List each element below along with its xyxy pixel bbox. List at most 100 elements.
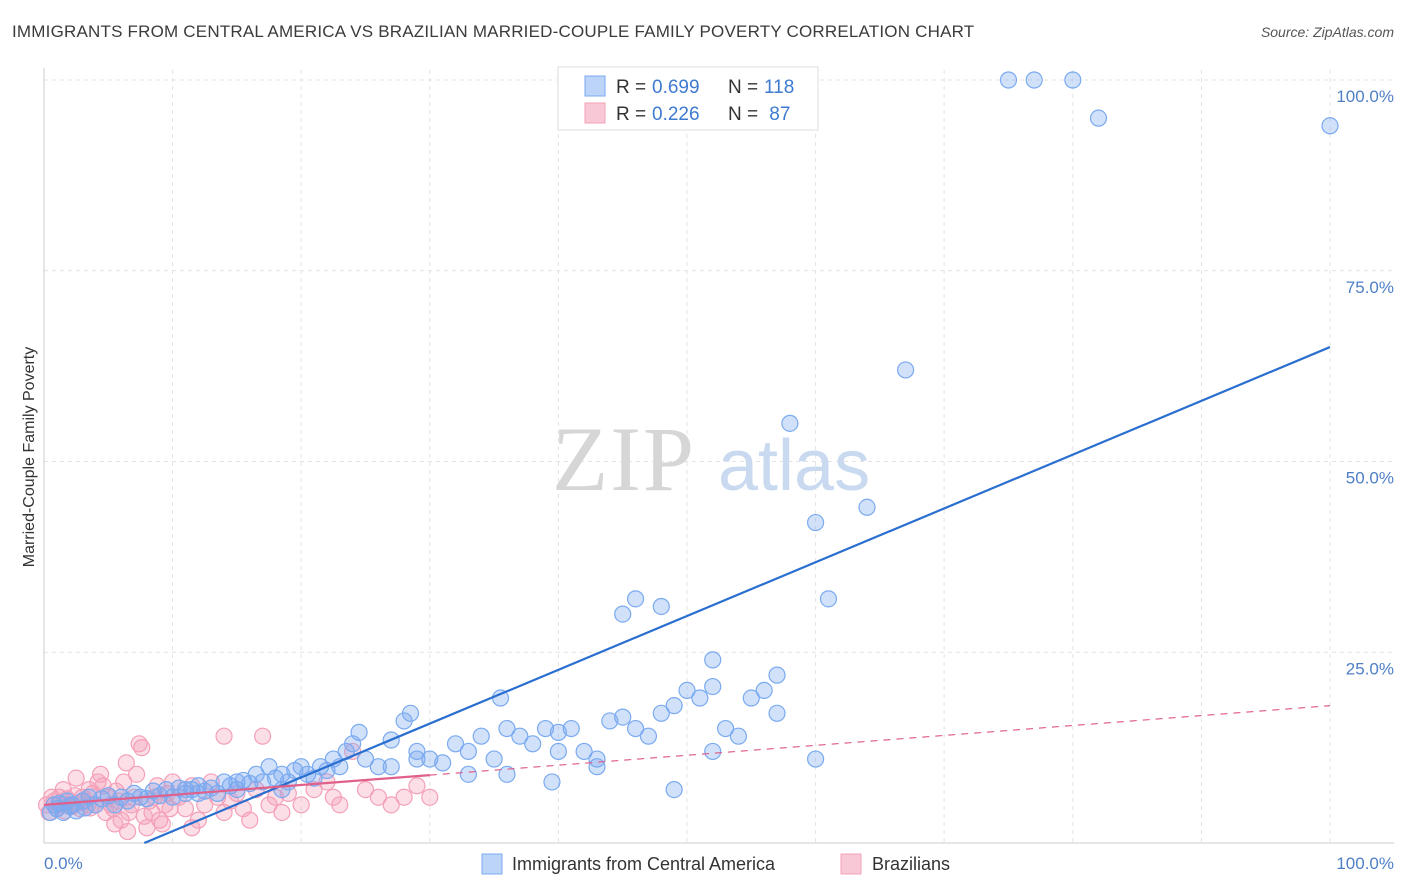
point-central-america-114	[228, 773, 246, 791]
point-central-america-82	[716, 719, 735, 738]
point-central-america-100	[897, 361, 915, 379]
point-central-america-104	[1089, 109, 1108, 127]
legend-top: R = 0.699 N = 118 R = 0.226 N = 87	[557, 66, 819, 131]
point-central-america-107	[588, 758, 606, 776]
point-central-america-75	[626, 719, 645, 738]
point-central-america-92	[626, 590, 645, 608]
legend-r-value-1: 0.699	[652, 77, 700, 98]
point-central-america-106	[665, 780, 683, 799]
point-brazilians-66	[273, 803, 291, 822]
point-brazilians-68	[292, 796, 310, 814]
x-tick-label-min: 0.0%	[44, 854, 83, 873]
point-central-america-109	[806, 750, 825, 768]
point-central-america-102	[1025, 71, 1043, 89]
legend-n-value-1: 118	[764, 77, 794, 98]
trend-line-brazilians-dashed	[429, 705, 1331, 776]
grid	[44, 70, 1394, 844]
point-central-america-10	[76, 799, 94, 817]
point-central-america-53	[350, 723, 368, 741]
legend-r-label-1: R =	[616, 77, 651, 98]
point-brazilians-31	[117, 754, 135, 772]
legend-swatch-brazilians	[584, 102, 606, 124]
watermark-atlas: atlas	[718, 426, 870, 506]
point-central-america-69	[549, 723, 568, 741]
point-central-america-71	[575, 742, 593, 761]
point-central-america-38	[254, 773, 272, 791]
x-tick-label-max: 100.0%	[1336, 854, 1394, 873]
point-central-america-79	[678, 681, 696, 700]
point-brazilians-37	[133, 739, 151, 757]
point-central-america-65	[498, 719, 516, 738]
point-brazilians-75	[369, 788, 387, 806]
point-central-america-76	[639, 727, 658, 745]
y-tick-label-1: 50.0%	[1346, 469, 1394, 488]
legend-bottom-label-central-america: Immigrants from Central America	[512, 854, 776, 874]
legend-n-label-1: N =	[728, 77, 763, 98]
legend-r-value-2: 0.226	[652, 104, 700, 125]
point-central-america-99	[858, 498, 876, 516]
point-brazilians-81	[67, 769, 85, 787]
point-brazilians-83	[106, 815, 124, 833]
point-central-america-113	[382, 758, 400, 776]
point-brazilians-86	[215, 727, 233, 745]
y-tick-label-3: 100.0%	[1336, 87, 1394, 106]
legend-bottom-label-brazilians: Brazilians	[872, 854, 950, 874]
point-central-america-59	[421, 750, 439, 768]
source-label: Source: ZipAtlas.com	[1260, 24, 1394, 40]
point-central-america-85	[755, 681, 773, 700]
point-central-america-77	[652, 704, 670, 722]
point-central-america-73	[601, 712, 619, 730]
point-central-america-110	[704, 742, 722, 761]
point-central-america-105	[1321, 117, 1339, 135]
point-central-america-94	[704, 651, 722, 669]
point-brazilians-72	[331, 796, 349, 814]
point-central-america-111	[459, 765, 477, 783]
legend-swatch-central-america	[584, 75, 606, 97]
legend-r-label-2: R =	[616, 104, 651, 125]
point-central-america-80	[691, 689, 709, 707]
point-brazilians-76	[382, 796, 400, 814]
point-central-america-64	[485, 750, 503, 768]
point-central-america-96	[781, 414, 799, 432]
point-central-america-88	[498, 765, 516, 783]
legend-bottom-swatch-central-america	[481, 853, 503, 875]
point-central-america-97	[806, 513, 825, 532]
chart-title: IMMIGRANTS FROM CENTRAL AMERICA VS BRAZI…	[12, 22, 975, 41]
trend-line-central-america	[143, 346, 1331, 845]
y-tick-label-2: 75.0%	[1346, 278, 1394, 297]
point-central-america-24	[164, 788, 182, 806]
point-brazilians-51	[176, 800, 195, 818]
point-central-america-91	[614, 605, 632, 623]
point-central-america-89	[543, 773, 561, 791]
y-tick-labels: 25.0% 50.0% 75.0% 100.0%	[1336, 87, 1394, 678]
point-central-america-83	[729, 727, 748, 745]
point-central-america-86	[401, 704, 420, 722]
series-central-america-points	[41, 71, 1339, 822]
point-central-america-93	[652, 597, 670, 616]
point-central-america-98	[819, 590, 838, 608]
trend-line-brazilians-solid	[43, 773, 430, 806]
point-central-america-81	[704, 677, 722, 696]
y-tick-label-0: 25.0%	[1346, 659, 1394, 678]
point-central-america-74	[614, 708, 632, 726]
point-central-america-36	[241, 774, 259, 793]
point-central-america-108	[768, 704, 786, 722]
point-brazilians-63	[254, 727, 272, 745]
trend-lines	[43, 346, 1331, 845]
point-central-america-95	[768, 666, 786, 684]
legend-n-value-2: 87	[764, 104, 790, 125]
point-central-america-78	[665, 697, 683, 715]
legend-bottom: Immigrants from Central America Brazilia…	[481, 853, 950, 875]
point-brazilians-79	[421, 788, 439, 806]
point-central-america-63	[472, 727, 490, 745]
point-brazilians-74	[356, 780, 375, 799]
point-brazilians-77	[395, 788, 413, 806]
watermark: ZIP atlas	[552, 408, 870, 510]
point-brazilians-45	[153, 815, 171, 833]
point-central-america-66	[511, 727, 529, 745]
point-central-america-90	[549, 742, 568, 761]
point-central-america-60	[434, 754, 452, 772]
point-central-america-112	[408, 750, 426, 768]
point-brazilians-84	[118, 822, 137, 841]
